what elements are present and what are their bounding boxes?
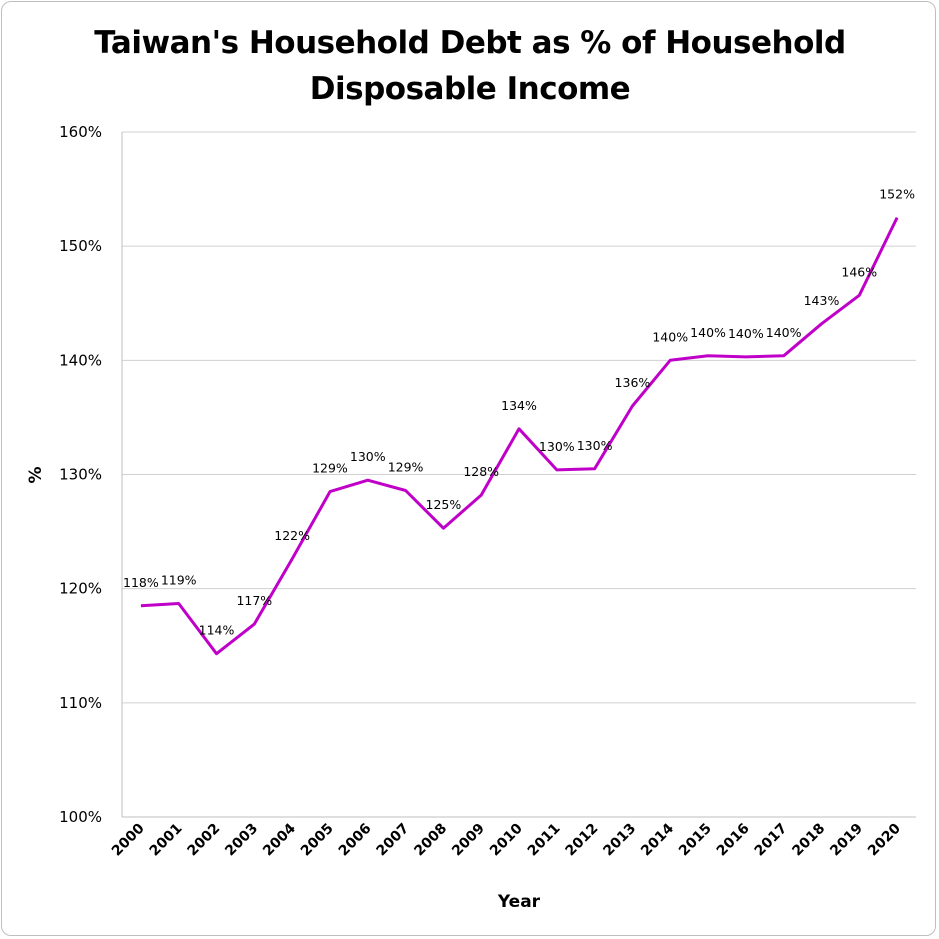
x-tick-label: 2009 [449, 821, 488, 860]
x-tick-label: 2018 [789, 821, 828, 860]
data-label: 140% [690, 325, 726, 340]
y-axis-title: % [26, 466, 46, 483]
y-tick-label: 100% [59, 808, 102, 826]
x-axis-ticks: 2000200120022003200420052006200720082009… [109, 820, 904, 859]
x-tick-label: 2003 [222, 821, 261, 860]
data-label: 140% [766, 325, 802, 340]
x-tick-label: 2017 [752, 821, 791, 860]
x-tick-label: 2016 [714, 821, 753, 860]
data-label: 130% [350, 449, 386, 464]
x-tick-label: 2011 [525, 821, 564, 860]
x-tick-label: 2020 [865, 820, 904, 859]
x-tick-label: 2005 [298, 821, 337, 860]
y-tick-label: 140% [59, 351, 102, 369]
data-label: 128% [463, 464, 499, 479]
data-label: 130% [539, 439, 575, 454]
gridlines [121, 131, 916, 818]
data-label: 118% [123, 575, 159, 590]
x-tick-label: 2012 [563, 821, 602, 860]
data-label: 125% [426, 497, 462, 512]
data-label: 122% [274, 528, 310, 543]
x-axis-title: Year [497, 892, 541, 912]
x-tick-label: 2004 [260, 820, 299, 859]
chart-title: Taiwan's Household Debt as % of Househol… [94, 25, 846, 107]
data-label: 140% [652, 329, 688, 344]
data-label: 136% [615, 375, 651, 390]
x-tick-label: 2001 [147, 821, 186, 860]
x-tick-label: 2000 [109, 820, 148, 859]
data-label: 134% [501, 398, 537, 413]
data-label: 143% [804, 293, 840, 308]
x-tick-label: 2013 [600, 821, 639, 860]
x-tick-label: 2010 [487, 820, 526, 859]
x-tick-label: 2014 [638, 820, 677, 859]
data-label: 140% [728, 326, 764, 341]
data-label: 152% [879, 187, 915, 202]
data-label: 146% [841, 264, 877, 279]
y-tick-label: 120% [59, 580, 102, 598]
data-label: 129% [388, 459, 424, 474]
y-tick-label: 150% [59, 237, 102, 255]
y-tick-label: 110% [59, 694, 102, 712]
data-label: 117% [236, 593, 272, 608]
x-tick-label: 2008 [411, 821, 450, 860]
data-label: 119% [161, 573, 197, 588]
data-label: 130% [577, 438, 613, 453]
data-label: 114% [199, 623, 235, 638]
x-tick-label: 2019 [827, 821, 866, 860]
y-tick-label: 160% [59, 123, 102, 141]
x-tick-label: 2002 [184, 821, 223, 860]
x-tick-label: 2007 [374, 821, 413, 860]
data-label: 129% [312, 461, 348, 476]
data-labels: 118% 119%114%117%122%129%130%129%125%128%… [123, 187, 915, 638]
x-tick-label: 2015 [676, 821, 715, 860]
y-axis-ticks: 100% 110% 120% 130% 140% 150% 160% [59, 123, 102, 826]
x-tick-label: 2006 [336, 821, 375, 860]
y-tick-label: 130% [59, 466, 102, 484]
series [140, 216, 899, 656]
